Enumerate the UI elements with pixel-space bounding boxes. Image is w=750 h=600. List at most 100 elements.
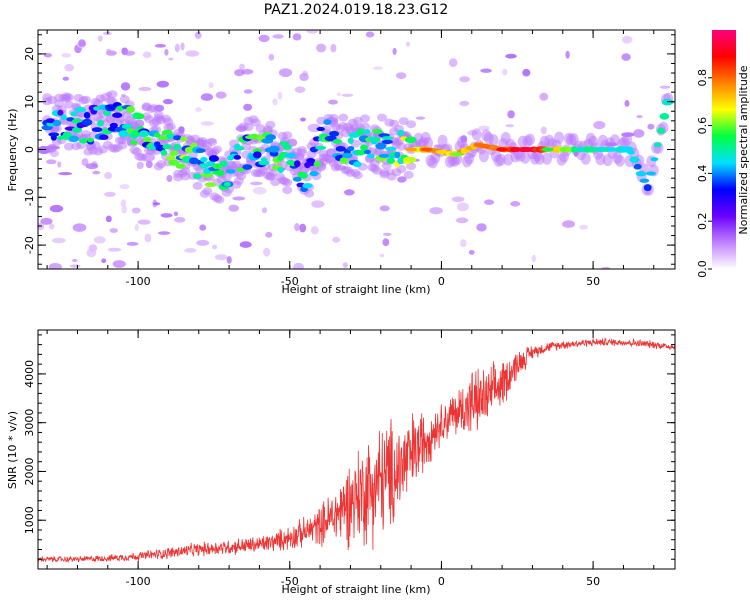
colorbar-tick-label: 0.2 <box>696 212 709 230</box>
colorbar-tick-label: 0.6 <box>696 117 709 135</box>
spectrogram-blob <box>329 130 340 137</box>
spectrogram-blob <box>49 204 64 213</box>
spectrogram-blob <box>657 127 665 134</box>
x-tick-label: -50 <box>281 575 299 588</box>
spectrogram-blob <box>214 254 228 261</box>
spectrogram-hotspot <box>541 147 554 152</box>
spectrogram-blob <box>104 172 113 180</box>
spectrogram-blob <box>233 155 242 160</box>
spectrogram-blob <box>352 171 363 180</box>
spectrogram-blob <box>188 157 199 165</box>
spectrogram-blob <box>101 258 107 264</box>
snr-y-axis-label: SNR (10 * v/v) <box>6 411 19 489</box>
spectrogram-blob <box>174 216 186 223</box>
spectrogram-blob <box>78 39 86 47</box>
spectrogram-blob <box>40 217 53 225</box>
spectrogram-blob <box>136 153 147 162</box>
spectrogram-hotspot <box>496 147 509 152</box>
x-tick-label: -50 <box>281 275 299 288</box>
spectrogram-blob <box>192 181 203 190</box>
spectrogram-blob <box>48 132 60 137</box>
spectrogram-blob <box>136 113 145 120</box>
spectrogram-blob <box>214 195 225 204</box>
spectrogram-blob <box>510 201 521 207</box>
spectrogram-blob <box>173 143 181 151</box>
spectrogram-blob <box>46 159 57 165</box>
spectrogram-blob <box>484 199 495 205</box>
y-tick-label: 10 <box>23 95 36 109</box>
spectrogram-blob <box>456 217 469 224</box>
spectrogram-blob <box>278 68 293 77</box>
spectrogram-blob <box>328 99 338 105</box>
spectrogram-blob <box>507 110 515 119</box>
spectrogram-blob <box>156 80 169 88</box>
spectrogram-blob <box>406 41 410 47</box>
spectrogram-hotspot <box>520 147 533 152</box>
spectrogram-blob <box>215 91 227 99</box>
spectrogram-blob <box>372 129 383 134</box>
spectrogram-blob <box>643 184 652 192</box>
spectrogram-blob <box>239 63 245 70</box>
spectrogram-blob <box>72 223 87 232</box>
spectrogram-blob <box>437 134 448 147</box>
spectrogram-blob <box>522 68 531 77</box>
spectrogram-blob <box>324 135 337 142</box>
spectrogram-blob <box>263 247 271 257</box>
spectrogram-blob <box>80 95 91 104</box>
spectrogram-blob <box>542 152 552 165</box>
spectrogram-blob <box>61 53 72 58</box>
spectrogram-blob <box>126 242 139 246</box>
spectrogram-blob <box>134 223 139 232</box>
spectrogram-blob <box>204 182 217 188</box>
spectrogram-blob <box>138 86 152 92</box>
spectrogram-blob <box>621 53 631 61</box>
spectrogram-blob <box>137 219 151 225</box>
spectrogram-blob <box>621 35 633 44</box>
spectrogram-blob <box>459 100 470 107</box>
spectrogram-blob <box>120 199 127 208</box>
spectrogram-blob <box>304 189 315 198</box>
spectrogram-blob <box>212 163 222 170</box>
spectrogram-blob <box>97 35 103 42</box>
spectrogram-blob <box>258 34 270 43</box>
spectrogram-blob <box>190 142 198 149</box>
spectrogram-blob <box>579 224 588 230</box>
colorbar-ticks: 0.0 0.2 0.4 0.6 0.8 <box>696 69 712 278</box>
spectrogram-blob <box>624 100 630 107</box>
spectrogram-blob <box>180 172 191 181</box>
spectrogram-blob <box>165 122 176 131</box>
spectrogram-blob <box>650 157 659 162</box>
spectrogram-blob <box>85 163 99 170</box>
spectrogram-blob <box>202 187 213 196</box>
spectrogram-blob <box>260 157 268 162</box>
spectrogram-blob <box>299 73 309 81</box>
spectrogram-blob <box>265 120 276 129</box>
spectrogram-blob <box>282 131 293 140</box>
y-tick-label: 2000 <box>23 457 36 485</box>
x-tick-label: 0 <box>438 275 445 288</box>
spectrogram-blob <box>627 150 635 155</box>
spectrogram-blob <box>112 260 126 268</box>
spectrogram-blob <box>646 171 656 176</box>
spectrogram-blob <box>277 167 285 173</box>
spectrogram-blob <box>145 160 153 169</box>
spectrogram-blob <box>207 137 218 146</box>
spectrogram-blob <box>394 151 401 159</box>
spectrogram-blob <box>335 146 346 152</box>
spectrogram-blob <box>154 44 166 48</box>
spectrogram-blob <box>360 122 370 131</box>
y-tick-label: 1000 <box>23 506 36 534</box>
spectrogram-blob <box>659 113 670 120</box>
spectrogram-blob <box>107 90 118 99</box>
spectrogram-blob <box>136 161 144 170</box>
spectrogram-blob <box>160 149 168 156</box>
spectrogram-blob <box>405 156 417 163</box>
spectrogram-blob <box>48 263 62 269</box>
spectrogram-blob <box>143 136 152 144</box>
spectrogram-blob <box>169 150 179 157</box>
spectrogram-blob <box>253 186 267 195</box>
spectrogram-hotspot <box>405 147 418 152</box>
spectrogram-blob <box>180 136 188 142</box>
spectrogram-blob <box>365 31 375 38</box>
spectrogram-blob <box>386 157 395 165</box>
